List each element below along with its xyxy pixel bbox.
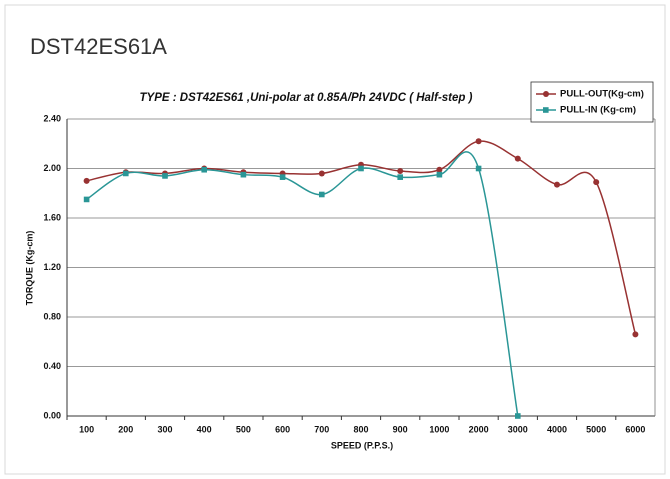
point [632, 331, 639, 338]
point [319, 191, 325, 198]
chart-title: TYPE : DST42ES61 ,Uni-polar at 0.85A/Ph … [140, 92, 473, 104]
x-tick-label: 4000 [547, 424, 567, 434]
x-tick-label: 500 [236, 424, 251, 434]
legend-label: PULL-OUT(Kg-cm) [560, 89, 644, 100]
point [593, 179, 600, 186]
heading: DST42ES61A [30, 34, 167, 59]
legend-marker [543, 107, 549, 113]
x-tick-label: 6000 [625, 424, 645, 434]
point [240, 171, 247, 178]
x-tick-label: 100 [79, 424, 94, 434]
x-tick-label: 700 [314, 424, 329, 434]
y-tick-label: 0.00 [43, 410, 61, 420]
x-axis-label: SPEED (P.P.S.) [331, 440, 393, 450]
x-tick-label: 600 [275, 424, 290, 434]
point [515, 413, 521, 419]
point [397, 174, 403, 180]
point [201, 166, 207, 173]
x-tick-label: 3000 [508, 424, 528, 434]
y-tick-label: 1.60 [43, 212, 61, 222]
y-tick-label: 2.40 [43, 113, 61, 123]
y-tick-label: 2.00 [43, 163, 61, 173]
legend-box [530, 81, 654, 123]
x-tick-label: 1000 [429, 424, 449, 434]
x-tick-label: 2000 [469, 424, 489, 434]
legend-label: PULL-IN (Kg-cm) [560, 105, 636, 116]
frame [4, 4, 666, 475]
x-tick-label: 800 [353, 424, 368, 434]
y-tick-label: 0.40 [43, 361, 61, 371]
x-tick-label: 900 [393, 424, 408, 434]
point [279, 174, 286, 180]
y-tick-label: 0.80 [43, 311, 61, 321]
point [83, 196, 90, 203]
y-tick-label: 1.20 [43, 262, 61, 272]
point [436, 166, 443, 173]
point [162, 173, 168, 179]
point [554, 181, 560, 188]
point [358, 165, 364, 172]
point [83, 177, 90, 184]
x-tick-label: 400 [197, 424, 212, 434]
point [123, 170, 129, 177]
point [397, 167, 404, 174]
point [475, 165, 482, 172]
point [318, 170, 325, 177]
point [514, 155, 521, 162]
y-axis-label: TORQUE (Kg-cm) [24, 231, 34, 306]
x-tick-label: 300 [157, 424, 172, 434]
point [475, 138, 482, 145]
point [436, 171, 443, 178]
x-tick-label: 200 [118, 424, 133, 434]
x-tick-label: 5000 [586, 424, 606, 434]
legend-marker [543, 91, 549, 97]
